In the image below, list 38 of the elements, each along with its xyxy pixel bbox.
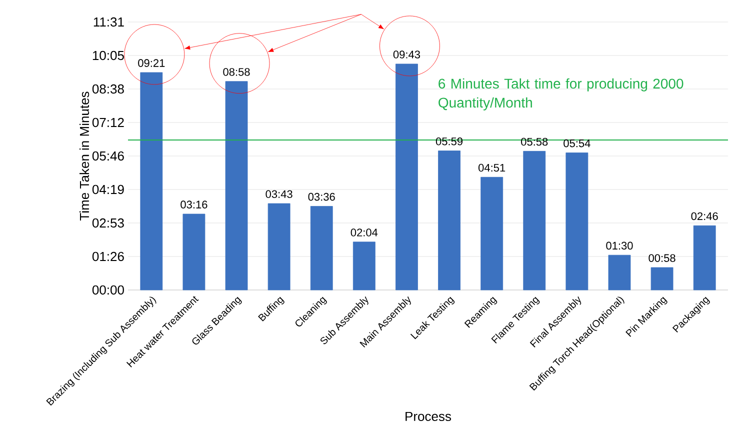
data-label: 05:54	[564, 139, 590, 148]
y-tick-label: 08:38	[92, 84, 124, 94]
bar	[608, 254, 631, 290]
bar	[438, 150, 460, 290]
annotation: 6 Minutes Takt time for producing 2000 Quantity/Month	[438, 78, 684, 110]
y-tick-label: 04:19	[92, 184, 124, 194]
y-tick-label: 11:31	[94, 17, 124, 27]
y-tick-label: 07:12	[92, 118, 124, 128]
data-label: 03:43	[266, 190, 292, 198]
bar	[182, 214, 206, 290]
bar	[310, 206, 333, 290]
y-tick-label: 00:00	[92, 285, 124, 295]
bar	[480, 176, 504, 290]
x-axis-title: Process	[406, 412, 452, 422]
y-tick-label: 02:53	[92, 218, 124, 228]
data-label: 09:43	[393, 50, 420, 58]
bar	[225, 81, 248, 290]
data-label: 00:58	[648, 254, 676, 262]
y-tick-label: 10:05	[92, 50, 124, 60]
bar	[693, 225, 716, 290]
bar	[396, 64, 418, 290]
bar	[566, 152, 588, 290]
bar	[268, 203, 290, 290]
y-tick-label: 01:26	[92, 252, 124, 262]
bar	[523, 150, 546, 290]
bar	[650, 267, 674, 290]
y-axis-title: Time Taken in Minutes	[80, 92, 90, 220]
data-label: 04:51	[478, 164, 506, 172]
bar	[352, 242, 376, 290]
data-label: 02:46	[691, 212, 718, 220]
data-label: 02:04	[350, 228, 378, 236]
data-label: 01:30	[606, 242, 633, 250]
bar	[140, 72, 163, 290]
data-label: 03:36	[308, 192, 335, 201]
data-label: 03:16	[180, 200, 208, 208]
y-tick-label: 05:46	[92, 151, 124, 161]
data-label: 08:58	[223, 68, 250, 76]
data-label: 09:21	[138, 59, 165, 67]
